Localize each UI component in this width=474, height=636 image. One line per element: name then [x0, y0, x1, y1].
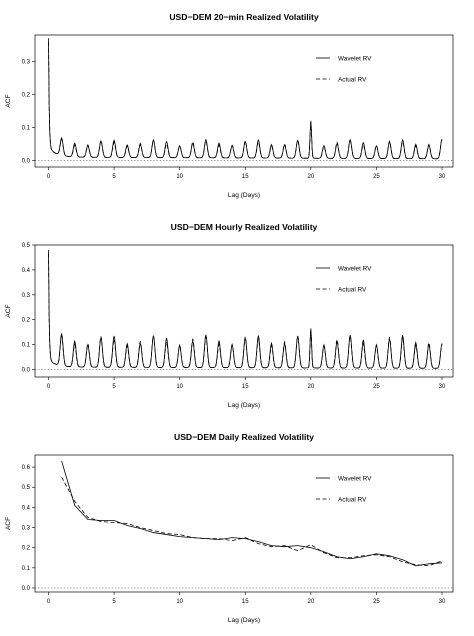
x-tick-label: 15 [242, 174, 249, 180]
x-tick-label: 30 [439, 599, 446, 605]
x-tick-label: 0 [47, 384, 51, 390]
y-axis-label: ACF [5, 517, 12, 530]
x-axis-label: Lag (Days) [228, 192, 260, 199]
panel-daily-rv: USD−DEM Daily Realized Volatility Lag (D… [5, 432, 454, 624]
y-tick-label: 0.1 [22, 566, 31, 572]
legend-label-actual: Actual RV [338, 76, 367, 83]
y-tick-label: 0.5 [22, 243, 31, 249]
y-tick-label: 0.3 [22, 293, 31, 299]
legend-label-actual: Actual RV [338, 286, 367, 293]
series-line-actual-rv [48, 41, 443, 160]
y-tick-label: 0.2 [22, 318, 31, 324]
x-tick-label: 10 [176, 384, 183, 390]
y-tick-label: 0.4 [22, 505, 31, 511]
y-tick-label: 0.5 [22, 485, 31, 491]
x-axis-label: Lag (Days) [228, 617, 260, 624]
series-line-wavelet-rv [48, 38, 443, 160]
panel-title: USD−DEM Hourly Realized Volatility [171, 222, 318, 232]
y-tick-label: 0.0 [22, 158, 31, 164]
y-tick-label: 0.6 [22, 465, 31, 471]
x-tick-label: 25 [373, 384, 380, 390]
panel-title: USD−DEM Daily Realized Volatility [174, 432, 314, 442]
x-tick-label: 10 [176, 174, 183, 180]
x-tick-label: 20 [307, 174, 314, 180]
series-line-wavelet-rv [48, 249, 443, 369]
y-tick-label: 0.1 [22, 125, 31, 131]
x-tick-label: 0 [47, 599, 51, 605]
panel-20min-rv: USD−DEM 20−min Realized Volatility Lag (… [5, 12, 454, 199]
x-tick-label: 5 [112, 384, 116, 390]
x-tick-label: 0 [47, 174, 51, 180]
plot-frame [34, 34, 454, 168]
x-tick-label: 25 [373, 174, 380, 180]
y-tick-label: 0.1 [22, 343, 31, 349]
y-axis-label: ACF [5, 94, 12, 107]
x-tick-label: 5 [112, 599, 116, 605]
x-tick-label: 30 [439, 384, 446, 390]
y-tick-label: 0.3 [22, 59, 31, 65]
x-tick-label: 20 [307, 384, 314, 390]
y-tick-label: 0.2 [22, 546, 31, 552]
y-tick-label: 0.0 [22, 368, 31, 374]
x-tick-label: 5 [112, 174, 116, 180]
x-tick-label: 25 [373, 599, 380, 605]
panel-hourly-rv: USD−DEM Hourly Realized Volatility Lag (… [5, 222, 454, 409]
y-tick-label: 0.4 [22, 268, 31, 274]
legend-label-wavelet: Wavelet RV [338, 265, 372, 272]
y-tick-label: 0.2 [22, 92, 31, 98]
plot-frame [34, 244, 454, 378]
x-tick-label: 20 [307, 599, 314, 605]
series-line-actual-rv [48, 253, 443, 369]
series-line-actual-rv [61, 476, 443, 567]
y-axis-label: ACF [5, 304, 12, 317]
x-tick-label: 15 [242, 599, 249, 605]
y-tick-label: 0.0 [22, 586, 31, 592]
legend-label-wavelet: Wavelet RV [338, 475, 372, 482]
y-tick-label: 0.3 [22, 526, 31, 532]
panel-title: USD−DEM 20−min Realized Volatility [169, 12, 319, 22]
series-line-wavelet-rv [61, 460, 443, 567]
x-tick-label: 30 [439, 174, 446, 180]
x-tick-label: 10 [176, 599, 183, 605]
legend-label-actual: Actual RV [338, 496, 367, 503]
x-axis-label: Lag (Days) [228, 402, 260, 409]
plot-frame [34, 454, 454, 593]
legend-label-wavelet: Wavelet RV [338, 55, 372, 62]
x-tick-label: 15 [242, 384, 249, 390]
